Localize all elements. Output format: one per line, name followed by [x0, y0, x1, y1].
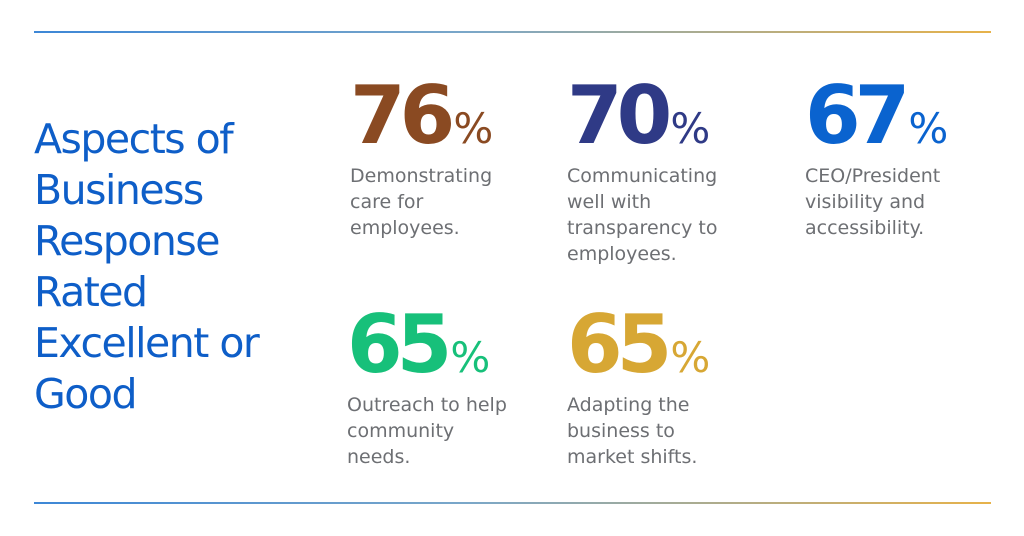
stat-description: CEO/President visibility and accessibili… — [805, 163, 1005, 241]
stat-communicating-transparency: 70% Communicating well with transparency… — [567, 71, 767, 267]
stat-description-line: business to — [567, 420, 675, 442]
top-divider — [34, 31, 991, 33]
stat-care-for-employees: 76% Demonstrating care for employees. — [350, 71, 550, 241]
stat-description-line: Demonstrating — [350, 165, 493, 187]
headline-line: Business — [34, 166, 204, 214]
stat-adapting-business: 65% Adapting the business to market shif… — [567, 300, 767, 470]
stat-description-line: market shifts. — [567, 446, 698, 468]
stat-description: Demonstrating care for employees. — [350, 163, 550, 241]
stat-description-line: Adapting the — [567, 394, 690, 416]
stat-number: 65% — [567, 300, 767, 390]
stat-description-line: Communicating — [567, 165, 718, 187]
stat-value: 76 — [350, 69, 455, 162]
stat-description-line: visibility and — [805, 191, 926, 213]
bottom-divider — [34, 502, 991, 504]
stat-value: 70 — [567, 69, 672, 162]
stat-number: 67% — [805, 71, 1005, 161]
percent-sign: % — [450, 333, 491, 382]
percent-sign: % — [908, 104, 949, 153]
headline-line: Aspects of — [34, 115, 234, 163]
stat-description: Adapting the business to market shifts. — [567, 392, 767, 470]
stat-value: 65 — [567, 298, 672, 391]
stat-description-line: Outreach to help — [347, 394, 507, 416]
percent-sign: % — [670, 333, 711, 382]
stat-number: 65% — [347, 300, 547, 390]
percent-sign: % — [670, 104, 711, 153]
stat-description: Outreach to help community needs. — [347, 392, 547, 470]
headline-line: Excellent or — [34, 319, 260, 367]
stat-description-line: care for — [350, 191, 424, 213]
stat-community-outreach: 65% Outreach to help community needs. — [347, 300, 547, 470]
percent-sign: % — [453, 104, 494, 153]
headline-line: Rated — [34, 268, 148, 316]
headline-line: Good — [34, 370, 137, 418]
stat-number: 76% — [350, 71, 550, 161]
stat-description-line: needs. — [347, 446, 411, 468]
stat-description-line: employees. — [350, 217, 460, 239]
stat-description: Communicating well with transparency to … — [567, 163, 767, 267]
stat-number: 70% — [567, 71, 767, 161]
stat-description-line: CEO/President — [805, 165, 941, 187]
stat-ceo-visibility: 67% CEO/President visibility and accessi… — [805, 71, 1005, 241]
stat-description-line: accessibility. — [805, 217, 925, 239]
headline-line: Response — [34, 217, 220, 265]
stat-description-line: well with — [567, 191, 652, 213]
stat-description-line: community — [347, 420, 455, 442]
stat-description-line: employees. — [567, 243, 677, 265]
stat-value: 65 — [347, 298, 452, 391]
stat-description-line: transparency to — [567, 217, 718, 239]
headline: Aspects of Business Response Rated Excel… — [34, 114, 324, 420]
stat-value: 67 — [805, 69, 910, 162]
